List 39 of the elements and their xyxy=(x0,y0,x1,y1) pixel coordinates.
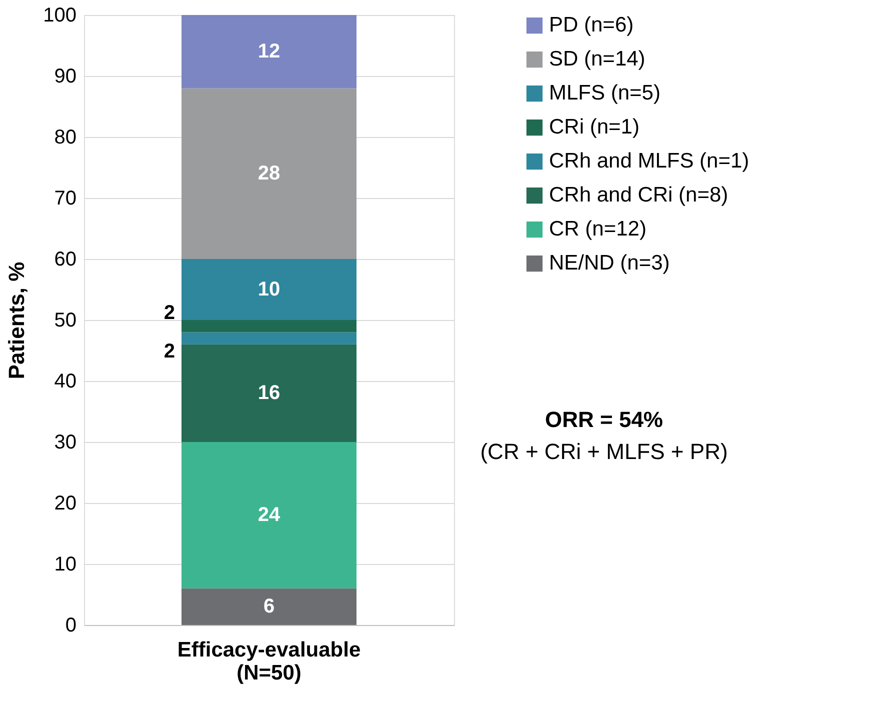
y-axis-title: Patients, % xyxy=(4,262,30,380)
text: ORR = 54% xyxy=(545,407,663,432)
bar xyxy=(182,259,356,320)
legend-label: CRh and CRi (n=8) xyxy=(549,184,728,206)
data-label: 2 xyxy=(164,340,175,362)
y-tick-label: 30 xyxy=(54,432,76,454)
bar xyxy=(182,332,356,344)
data-label: 12 xyxy=(258,40,280,63)
y-tick-label: 40 xyxy=(54,370,76,392)
legend-label: PD (n=6) xyxy=(549,14,634,36)
y-tick-label: 50 xyxy=(54,310,76,332)
bar xyxy=(182,344,356,442)
legend-label: MLFS (n=5) xyxy=(549,82,660,104)
bar xyxy=(182,320,356,332)
bar xyxy=(182,442,356,588)
y-tick-label: 100 xyxy=(43,4,76,26)
legend-label: CR (n=12) xyxy=(549,218,646,240)
x-tick-label: Efficacy-evaluable (N=50) xyxy=(177,638,361,684)
legend-label: SD (n=14) xyxy=(549,48,646,70)
text: (CR + CRi + MLFS + PR) xyxy=(480,439,728,464)
data-label: 10 xyxy=(258,278,280,300)
legend-label: CRh and MLFS (n=1) xyxy=(549,150,750,172)
data-label: 28 xyxy=(258,162,280,185)
y-tick-label: 80 xyxy=(54,126,76,148)
bar xyxy=(182,88,356,259)
bar xyxy=(182,588,356,625)
y-tick-label: 70 xyxy=(54,188,76,210)
legend-label: CRi (n=1) xyxy=(549,116,640,138)
data-label: 2 xyxy=(164,302,175,324)
bar xyxy=(182,15,356,88)
legend-label: NE/ND (n=3) xyxy=(549,252,670,274)
data-label: 24 xyxy=(258,504,281,526)
y-tick-label: 20 xyxy=(54,492,76,514)
y-tick-label: 90 xyxy=(54,66,76,88)
y-tick-label: 0 xyxy=(65,614,76,636)
data-label: 6 xyxy=(263,596,275,618)
y-tick-label: 60 xyxy=(54,248,76,270)
data-label: 16 xyxy=(258,382,280,404)
y-tick-label: 10 xyxy=(54,554,76,576)
